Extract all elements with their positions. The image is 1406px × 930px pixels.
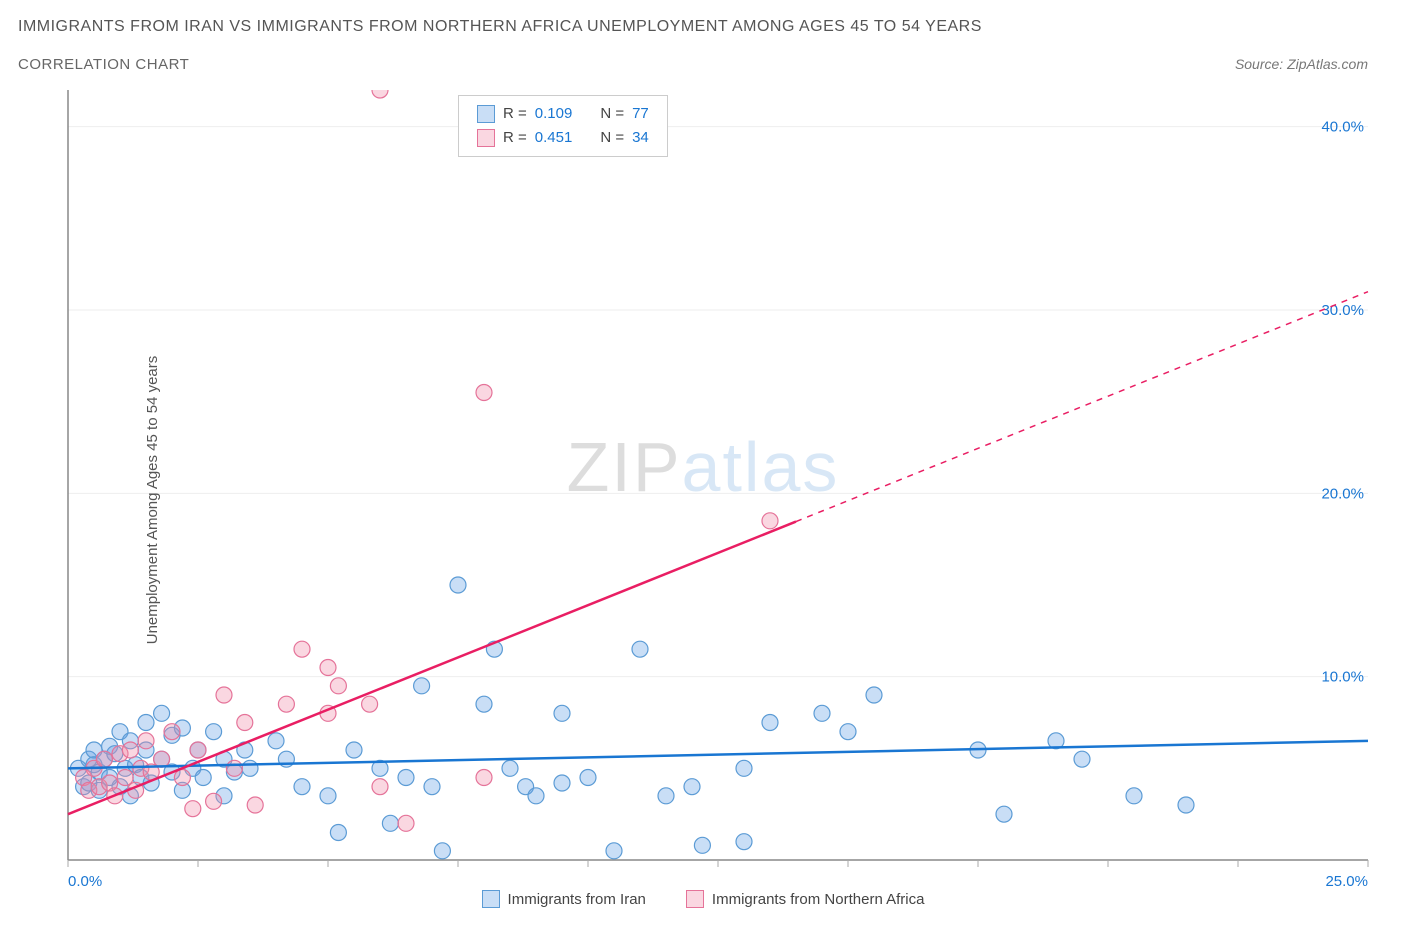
source-name: ZipAtlas.com (1287, 56, 1368, 72)
legend-swatch-nafrica (686, 890, 704, 908)
chart-header: IMMIGRANTS FROM IRAN VS IMMIGRANTS FROM … (0, 0, 1406, 73)
legend-swatch-iran (482, 890, 500, 908)
stats-legend: R = 0.109 N = 77 R = 0.451 N = 34 (458, 95, 668, 157)
scatter-chart-svg: 0.0% 25.0% 10.0% 20.0% 30.0% 40.0% (18, 90, 1388, 910)
stats-legend-row-nafrica: R = 0.451 N = 34 (477, 126, 649, 150)
legend-swatch-nafrica (477, 129, 495, 147)
r-value-nafrica: 0.451 (535, 126, 573, 150)
stats-legend-row-iran: R = 0.109 N = 77 (477, 102, 649, 126)
r-value-iran: 0.109 (535, 102, 573, 126)
legend-swatch-iran (477, 105, 495, 123)
subtitle-row: CORRELATION CHART Source: ZipAtlas.com (18, 56, 1388, 73)
n-value-nafrica: 34 (632, 126, 649, 150)
chart-area: Unemployment Among Ages 45 to 54 years 0… (18, 90, 1388, 910)
legend-label-nafrica: Immigrants from Northern Africa (712, 891, 925, 908)
n-label: N = (600, 102, 624, 126)
svg-text:20.0%: 20.0% (1321, 485, 1364, 502)
svg-text:30.0%: 30.0% (1321, 302, 1364, 319)
n-label: N = (600, 126, 624, 150)
svg-text:0.0%: 0.0% (68, 873, 102, 890)
svg-text:40.0%: 40.0% (1321, 119, 1364, 136)
y-axis-label: Unemployment Among Ages 45 to 54 years (144, 356, 161, 645)
legend-item-nafrica: Immigrants from Northern Africa (686, 890, 925, 908)
chart-subtitle: CORRELATION CHART (18, 56, 189, 73)
n-value-iran: 77 (632, 102, 649, 126)
r-label: R = (503, 102, 527, 126)
svg-text:25.0%: 25.0% (1325, 873, 1368, 890)
chart-title: IMMIGRANTS FROM IRAN VS IMMIGRANTS FROM … (18, 18, 1388, 36)
legend-label-iran: Immigrants from Iran (508, 891, 646, 908)
source-attribution: Source: ZipAtlas.com (1235, 56, 1388, 72)
source-label: Source: (1235, 56, 1283, 72)
legend-item-iran: Immigrants from Iran (482, 890, 646, 908)
series-legend: Immigrants from Iran Immigrants from Nort… (18, 890, 1388, 908)
r-label: R = (503, 126, 527, 150)
svg-text:10.0%: 10.0% (1321, 669, 1364, 686)
